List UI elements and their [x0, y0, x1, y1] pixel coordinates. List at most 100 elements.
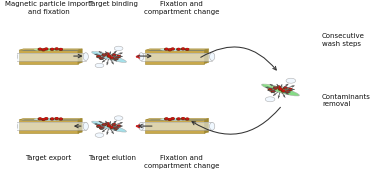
Circle shape [117, 55, 121, 57]
FancyBboxPatch shape [141, 53, 212, 60]
Polygon shape [204, 49, 209, 64]
Circle shape [171, 118, 174, 120]
Circle shape [181, 48, 184, 50]
Circle shape [110, 127, 114, 129]
Circle shape [102, 54, 105, 56]
Circle shape [107, 55, 111, 57]
Circle shape [100, 127, 103, 129]
Text: Target export: Target export [25, 155, 71, 161]
Circle shape [98, 125, 100, 126]
Ellipse shape [12, 122, 17, 130]
Ellipse shape [286, 78, 296, 83]
Text: Target elution: Target elution [88, 155, 136, 161]
Ellipse shape [265, 97, 275, 102]
Ellipse shape [139, 53, 144, 60]
Circle shape [183, 118, 184, 119]
Circle shape [55, 118, 58, 120]
Circle shape [278, 86, 280, 87]
Circle shape [39, 118, 41, 119]
Text: Contaminants
removal: Contaminants removal [322, 94, 371, 107]
Ellipse shape [160, 48, 190, 51]
Circle shape [283, 90, 284, 91]
Circle shape [116, 128, 117, 129]
FancyBboxPatch shape [141, 122, 212, 130]
Circle shape [169, 119, 171, 120]
Ellipse shape [95, 63, 104, 68]
Circle shape [166, 118, 167, 119]
Polygon shape [19, 119, 82, 120]
Ellipse shape [167, 118, 182, 120]
Ellipse shape [139, 122, 144, 130]
Circle shape [45, 118, 48, 120]
Polygon shape [147, 50, 207, 51]
Ellipse shape [41, 118, 56, 120]
Polygon shape [19, 49, 82, 50]
Ellipse shape [209, 122, 215, 130]
Circle shape [60, 49, 62, 50]
Circle shape [46, 48, 47, 49]
Circle shape [168, 119, 172, 120]
Circle shape [45, 48, 48, 50]
Circle shape [59, 118, 62, 120]
Circle shape [105, 53, 109, 55]
Ellipse shape [83, 53, 88, 60]
Circle shape [181, 118, 184, 120]
Circle shape [60, 118, 62, 119]
Circle shape [107, 123, 108, 124]
Circle shape [38, 48, 42, 50]
Circle shape [166, 48, 167, 49]
Ellipse shape [41, 49, 56, 50]
Ellipse shape [95, 133, 104, 137]
Circle shape [42, 49, 45, 51]
Polygon shape [78, 119, 82, 133]
Circle shape [98, 56, 100, 57]
Circle shape [172, 118, 174, 119]
Circle shape [114, 127, 118, 129]
Circle shape [108, 125, 110, 126]
Circle shape [172, 48, 174, 49]
Circle shape [282, 90, 285, 92]
Ellipse shape [262, 84, 299, 96]
Circle shape [287, 91, 288, 92]
Ellipse shape [114, 46, 123, 51]
Ellipse shape [93, 51, 119, 59]
Circle shape [43, 119, 45, 120]
Circle shape [105, 123, 109, 125]
Circle shape [107, 53, 108, 54]
Circle shape [39, 48, 41, 49]
Circle shape [177, 118, 180, 120]
Circle shape [177, 48, 180, 50]
Circle shape [110, 57, 114, 59]
Circle shape [42, 119, 45, 120]
Circle shape [286, 91, 289, 93]
Circle shape [97, 125, 101, 127]
Circle shape [59, 49, 62, 50]
Ellipse shape [93, 121, 119, 129]
Text: Magnetic particle import
and fixation: Magnetic particle import and fixation [6, 1, 91, 15]
Circle shape [165, 48, 168, 50]
Circle shape [114, 58, 118, 60]
Circle shape [284, 87, 287, 89]
Circle shape [268, 89, 272, 91]
Circle shape [43, 49, 45, 50]
Polygon shape [147, 119, 207, 121]
Circle shape [112, 127, 113, 128]
Ellipse shape [34, 118, 63, 121]
Circle shape [116, 58, 117, 59]
Ellipse shape [114, 116, 123, 120]
Circle shape [285, 87, 287, 88]
Ellipse shape [167, 49, 182, 50]
Text: Consecutive
wash steps: Consecutive wash steps [322, 33, 365, 47]
Polygon shape [146, 119, 209, 120]
Text: Fixation and
compartment change: Fixation and compartment change [144, 155, 220, 169]
Circle shape [277, 86, 280, 88]
Circle shape [97, 56, 101, 58]
Ellipse shape [34, 48, 63, 51]
Ellipse shape [263, 84, 292, 93]
Circle shape [55, 48, 58, 50]
Circle shape [118, 125, 120, 126]
Circle shape [171, 48, 174, 50]
Polygon shape [146, 49, 209, 50]
Circle shape [271, 91, 275, 92]
Circle shape [288, 89, 292, 90]
